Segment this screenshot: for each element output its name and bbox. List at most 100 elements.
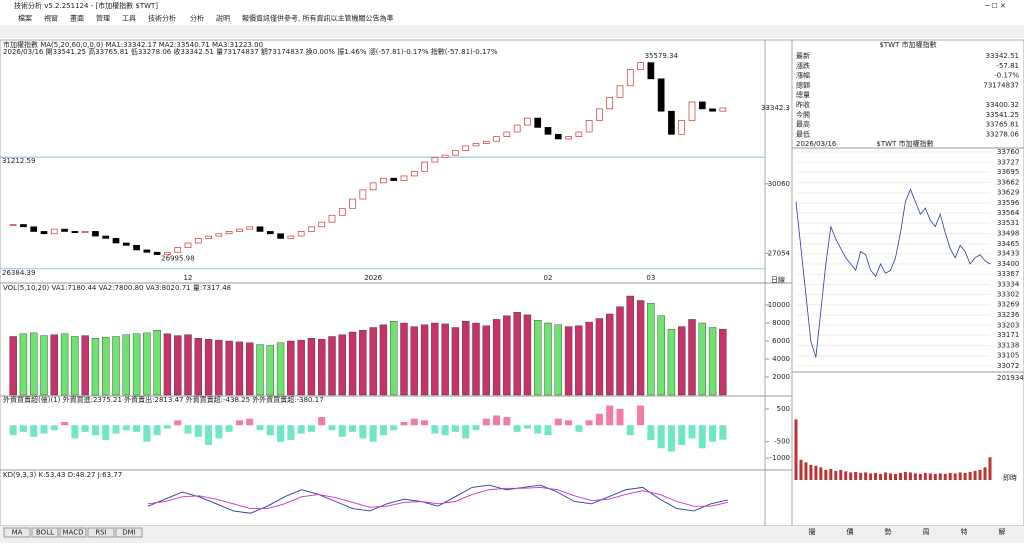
- tab-label[interactable]: MACD: [63, 529, 84, 537]
- volume-bar: [513, 312, 521, 396]
- level-label: 26384.39: [2, 269, 35, 277]
- quote-value: 73174837: [983, 81, 1019, 89]
- y-tick-label: 33072: [997, 362, 1019, 370]
- quote-label: 最新: [796, 51, 810, 60]
- menu-item[interactable]: 報價資訊僅供參考, 所有資訊以主管機關公告為準: [242, 14, 393, 23]
- foreign-bar: [544, 425, 552, 436]
- kd-line: [147, 486, 729, 509]
- candle: [503, 131, 511, 137]
- tab[interactable]: [3, 527, 31, 538]
- volume-bar: [390, 321, 398, 396]
- menu-item[interactable]: 工具: [122, 15, 136, 23]
- candle: [472, 143, 480, 147]
- candle: [30, 226, 38, 232]
- candle: [626, 69, 634, 87]
- volume-bar: [708, 327, 717, 396]
- intraday-volume: [859, 472, 863, 480]
- menu-item[interactable]: 畫面: [70, 14, 84, 23]
- window-buttons[interactable]: ─ ☐ ✕: [984, 2, 1006, 10]
- volume-bar: [184, 334, 192, 396]
- intraday-date: 2026/03/16: [796, 140, 837, 148]
- foreign-bar: [246, 418, 254, 426]
- intraday-volume: [908, 472, 912, 480]
- menu-item[interactable]: 管理: [96, 14, 110, 23]
- menu-item[interactable]: 說明: [216, 14, 230, 23]
- candle: [246, 226, 254, 230]
- volume-bar: [523, 314, 532, 396]
- volume-bar: [657, 315, 665, 396]
- volume-bar: [19, 333, 28, 396]
- y-tick-label: 33498: [997, 229, 1019, 237]
- candle: [71, 231, 79, 233]
- candle: [678, 120, 686, 135]
- menu-item[interactable]: 視窗: [44, 14, 58, 23]
- volume-bar: [719, 328, 727, 396]
- foreign-bar: [266, 425, 274, 436]
- y-tick-label: 2000: [772, 373, 790, 381]
- foreign-bar: [688, 425, 696, 439]
- candle: [596, 108, 603, 121]
- foreign-bar: [40, 425, 48, 434]
- quote-tab[interactable]: 價: [847, 527, 854, 536]
- quote-tab[interactable]: 撮: [809, 527, 816, 536]
- volume-bar: [410, 326, 418, 396]
- candle: [719, 107, 727, 112]
- intraday-header: $TWT 市加權指數: [876, 139, 933, 148]
- intraday-volume: [799, 459, 803, 480]
- menu-item[interactable]: 檔案: [18, 14, 32, 23]
- volume-bar: [215, 339, 223, 396]
- tab[interactable]: [115, 527, 143, 538]
- candle: [40, 231, 48, 235]
- foreign-bar: [565, 420, 573, 426]
- foreign-bar: [575, 425, 583, 432]
- foreign-bar: [30, 425, 38, 437]
- candle: [143, 249, 151, 253]
- candle: [616, 85, 624, 98]
- x-tick-label: 02: [544, 274, 553, 282]
- volume-bar: [647, 303, 655, 396]
- quote-tab[interactable]: 周: [923, 528, 930, 536]
- quote-tab[interactable]: 勢: [885, 527, 892, 536]
- foreign-bar: [379, 425, 387, 436]
- quote-label: 漲幅: [796, 71, 810, 80]
- candle: [534, 117, 542, 128]
- candle: [647, 62, 655, 80]
- tab[interactable]: [59, 527, 87, 538]
- intraday-line: [795, 188, 991, 358]
- quote-tab[interactable]: 解: [999, 527, 1006, 536]
- menu-item[interactable]: 技術分析: [148, 14, 176, 23]
- quote-tab[interactable]: 特: [961, 527, 968, 536]
- foreign-bar: [637, 405, 645, 426]
- candle: [184, 242, 192, 248]
- foreign-bar: [441, 425, 449, 436]
- menu-item[interactable]: 分析: [190, 14, 204, 23]
- tab-label[interactable]: RSI: [95, 529, 106, 537]
- foreign-bar: [585, 420, 593, 426]
- tab[interactable]: [87, 527, 115, 538]
- foreign-bar: [359, 425, 367, 439]
- intraday-volume: [963, 472, 967, 480]
- foreign-bar: [153, 425, 161, 436]
- volume-bar: [420, 324, 429, 396]
- y-tick-label: 33400: [997, 260, 1019, 268]
- volume-bar: [328, 336, 336, 396]
- intraday-volume: [953, 473, 957, 480]
- foreign-bar: [318, 417, 326, 426]
- foreign-bar: [451, 425, 459, 432]
- foreign-bar: [122, 425, 130, 431]
- intraday-volume: [978, 469, 982, 480]
- tab-label[interactable]: DMI: [122, 529, 136, 537]
- intraday-volume: [869, 473, 873, 480]
- intraday-volume: [903, 471, 907, 480]
- y-tick-label: 33760: [997, 148, 1019, 156]
- foreign-bar: [472, 425, 480, 431]
- volume-bar: [369, 327, 377, 396]
- candle: [236, 228, 243, 232]
- panel-detail: 2026/03/16 開33541.25 高33765.81 低33278.06…: [3, 47, 498, 56]
- intraday-volume: [948, 472, 952, 480]
- y-tick-label: 33564: [997, 209, 1020, 217]
- tab[interactable]: [31, 527, 59, 538]
- tab-label[interactable]: BOLL: [36, 529, 54, 537]
- tab-label[interactable]: MA: [12, 529, 23, 537]
- volume-bar: [225, 340, 233, 396]
